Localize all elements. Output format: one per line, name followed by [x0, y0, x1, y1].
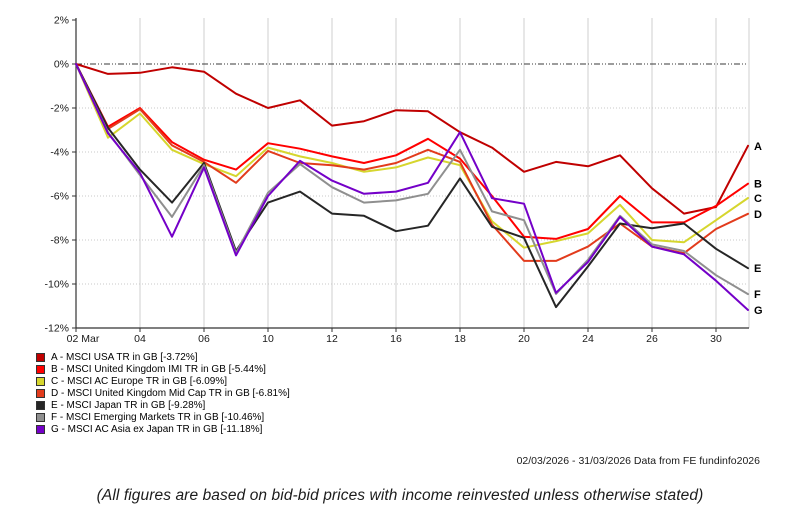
y-tick-label: -2% [50, 103, 69, 115]
legend-item-label: G - MSCI AC Asia ex Japan TR in GB [-11.… [51, 424, 263, 435]
legend-item: E - MSCI Japan TR in GB [-9.28%] [36, 400, 290, 411]
series-end-label-B: B [754, 179, 762, 191]
series-line-A [75, 63, 749, 215]
legend-color-swatch [36, 413, 45, 422]
chart-legend: A - MSCI USA TR in GB [-3.72%] B - MSCI … [36, 352, 290, 436]
legend-item: D - MSCI United Kingdom Mid Cap TR in GB… [36, 388, 290, 399]
x-tick-label: 26 [646, 333, 658, 345]
series-line-B [75, 63, 749, 240]
y-tick-label: 2% [54, 15, 69, 27]
legend-item-label: B - MSCI United Kingdom IMI TR in GB [-5… [51, 364, 266, 375]
series-end-label-A: A [754, 141, 762, 153]
legend-color-swatch [36, 365, 45, 374]
x-tick-label: 04 [134, 333, 146, 345]
y-tick-label: -4% [50, 147, 69, 159]
y-tick-label: -6% [50, 191, 69, 203]
x-tick-label: 02 Mar [67, 333, 100, 345]
series-end-label-C: C [754, 193, 762, 205]
legend-color-swatch [36, 377, 45, 386]
series-line-E [75, 63, 749, 309]
legend-item-label: F - MSCI Emerging Markets TR in GB [-10.… [51, 412, 265, 423]
legend-item-label: A - MSCI USA TR in GB [-3.72%] [51, 352, 198, 363]
x-tick-label: 30 [710, 333, 722, 345]
x-tick-label: 20 [518, 333, 530, 345]
x-tick-label: 06 [198, 333, 210, 345]
x-tick-label: 16 [390, 333, 402, 345]
x-tick-label: 12 [326, 333, 338, 345]
legend-color-swatch [36, 389, 45, 398]
series-line-D [75, 63, 749, 262]
series-end-label-G: G [754, 305, 763, 317]
legend-color-swatch [36, 401, 45, 410]
legend-item: F - MSCI Emerging Markets TR in GB [-10.… [36, 412, 290, 423]
x-tick-label: 24 [582, 333, 594, 345]
legend-item: A - MSCI USA TR in GB [-3.72%] [36, 352, 290, 363]
series-end-label-E: E [754, 263, 761, 275]
series-end-label-D: D [754, 209, 762, 221]
performance-line-chart: 2% 0% -2% -4% -6% -8% -10% -12%02 Mar 04 06 10 12 16… [44, 15, 763, 346]
x-tick-label: 18 [454, 333, 466, 345]
series-line-C [75, 63, 749, 249]
y-tick-label: -10% [44, 279, 69, 291]
legend-color-swatch [36, 425, 45, 434]
data-range-text: 02/03/2026 - 31/03/2026 Data from FE fun… [516, 455, 760, 467]
legend-item-label: C - MSCI AC Europe TR in GB [-6.09%] [51, 376, 227, 387]
series-line-F [75, 63, 749, 296]
disclaimer-text: (All figures are based on bid-bid prices… [96, 487, 704, 504]
x-tick-label: 10 [262, 333, 274, 345]
y-tick-label: -12% [44, 323, 69, 335]
y-tick-label: -8% [50, 235, 69, 247]
legend-item: B - MSCI United Kingdom IMI TR in GB [-5… [36, 364, 290, 375]
legend-item-label: D - MSCI United Kingdom Mid Cap TR in GB… [51, 388, 290, 399]
series-line-G [75, 63, 749, 311]
legend-item-label: E - MSCI Japan TR in GB [-9.28%] [51, 400, 206, 411]
legend-item: G - MSCI AC Asia ex Japan TR in GB [-11.… [36, 424, 290, 435]
legend-color-swatch [36, 353, 45, 362]
series-end-label-F: F [754, 289, 761, 301]
legend-item: C - MSCI AC Europe TR in GB [-6.09%] [36, 376, 290, 387]
y-tick-label: 0% [54, 59, 69, 71]
